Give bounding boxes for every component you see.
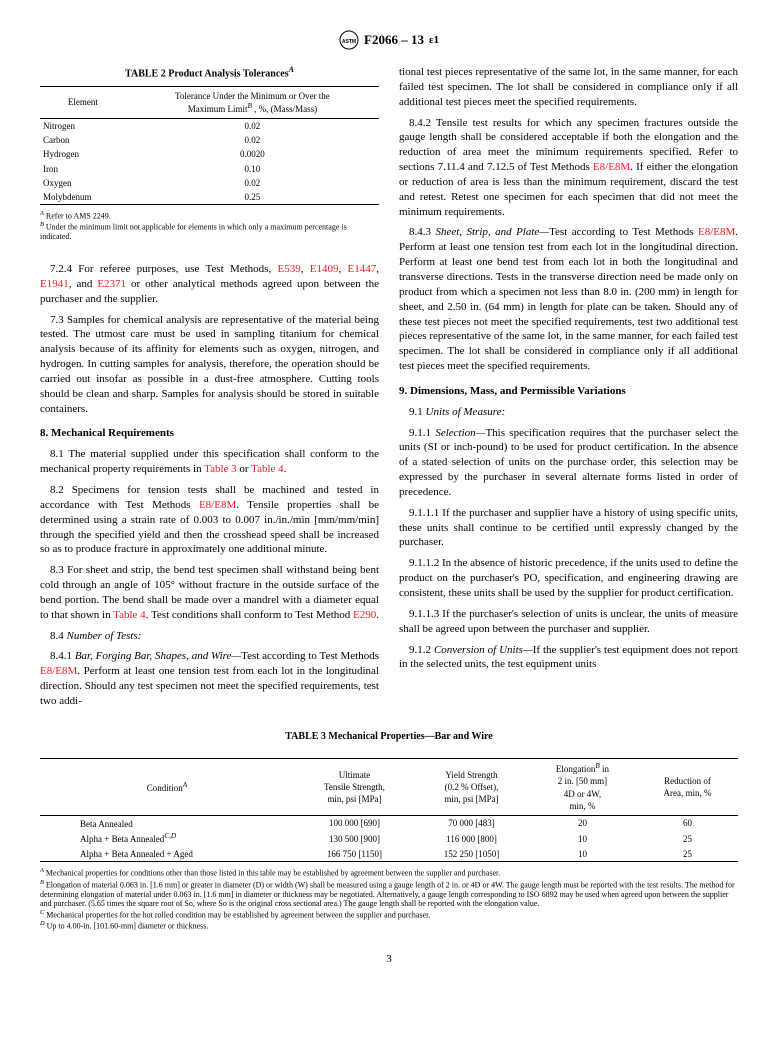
p-8-4-1-cont: tional test pieces representative of the… (399, 65, 738, 110)
table3-title: TABLE 3 Mechanical Properties—Bar and Wi… (40, 730, 738, 744)
table3: ConditionA UltimateTensile Strength,min,… (40, 758, 738, 862)
p-8-4-1: 8.4.1 Bar, Forging Bar, Shapes, and Wire… (40, 649, 379, 708)
s8-title: 8. Mechanical Requirements (40, 426, 379, 441)
p-8-4: 8.4 Number of Tests: (40, 629, 379, 644)
table-row: Beta Annealed100 000 [690]70 000 [483]20… (40, 815, 738, 831)
t3-h3: Yield Strength(0.2 % Offset),min, psi [M… (415, 759, 528, 816)
p-9-1-1-2: 9.1.1.2 In the absence of historic prece… (399, 556, 738, 601)
p-8-2: 8.2 Specimens for tension tests shall be… (40, 483, 379, 557)
p-9-1: 9.1 Units of Measure: (399, 405, 738, 420)
s9-title: 9. Dimensions, Mass, and Permissible Var… (399, 384, 738, 399)
t3-h1: ConditionA (40, 759, 294, 816)
table-row: Oxygen0.02 (40, 176, 379, 190)
doc-epsilon: ε1 (429, 33, 439, 48)
table-row: Molybdenum0.25 (40, 190, 379, 205)
table-row: Alpha + Beta Annealed + Aged166 750 [115… (40, 846, 738, 862)
p-7-2-4: 7.2.4 For referee purposes, use Test Met… (40, 262, 379, 307)
p-9-1-1-1: 9.1.1.1 If the purchaser and supplier ha… (399, 506, 738, 551)
document-header: ASTM F2066 – 13 ε1 (40, 30, 738, 50)
t3-h2: UltimateTensile Strength,min, psi [MPa] (294, 759, 415, 816)
p-7-3: 7.3 Samples for chemical analysis are re… (40, 313, 379, 417)
doc-designation: F2066 – 13 (364, 31, 424, 49)
right-column: tional test pieces representative of the… (399, 65, 738, 715)
table2-notes: A Refer to AMS 2249. B Under the minimum… (40, 210, 379, 242)
table2-col1-header: Element (40, 86, 126, 118)
p-8-3: 8.3 For sheet and strip, the bend test s… (40, 563, 379, 622)
table2-title: TABLE 2 Product Analysis TolerancesA (40, 65, 379, 81)
table3-notes: A Mechanical properties for conditions o… (40, 867, 738, 931)
table2-col2-header: Tolerance Under the Minimum or Over the … (126, 86, 379, 118)
svg-text:ASTM: ASTM (342, 39, 356, 45)
table-row: Hydrogen0.0020 (40, 147, 379, 161)
table-row: Carbon0.02 (40, 133, 379, 147)
table-row: Iron0.10 (40, 162, 379, 176)
t3-h4: ElongationB in2 in. [50 mm]4D or 4W,min,… (528, 759, 637, 816)
table-row: Nitrogen0.02 (40, 119, 379, 134)
p-9-1-2: 9.1.2 Conversion of Units—If the supplie… (399, 643, 738, 673)
p-9-1-1: 9.1.1 Selection—This specification requi… (399, 426, 738, 500)
p-8-4-3: 8.4.3 Sheet, Strip, and Plate—Test accor… (399, 225, 738, 373)
astm-logo: ASTM (339, 30, 359, 50)
table2: Element Tolerance Under the Minimum or O… (40, 86, 379, 205)
p-8-4-2: 8.4.2 Tensile test results for which any… (399, 116, 738, 220)
page-number: 3 (40, 952, 738, 967)
p-8-1: 8.1 The material supplied under this spe… (40, 447, 379, 477)
t3-h5: Reduction ofArea, min, % (637, 759, 738, 816)
table-row: Alpha + Beta AnnealedC,D130 500 [900]116… (40, 831, 738, 846)
left-column: TABLE 2 Product Analysis TolerancesA Ele… (40, 65, 379, 715)
p-9-1-1-3: 9.1.1.3 If the purchaser's selection of … (399, 607, 738, 637)
